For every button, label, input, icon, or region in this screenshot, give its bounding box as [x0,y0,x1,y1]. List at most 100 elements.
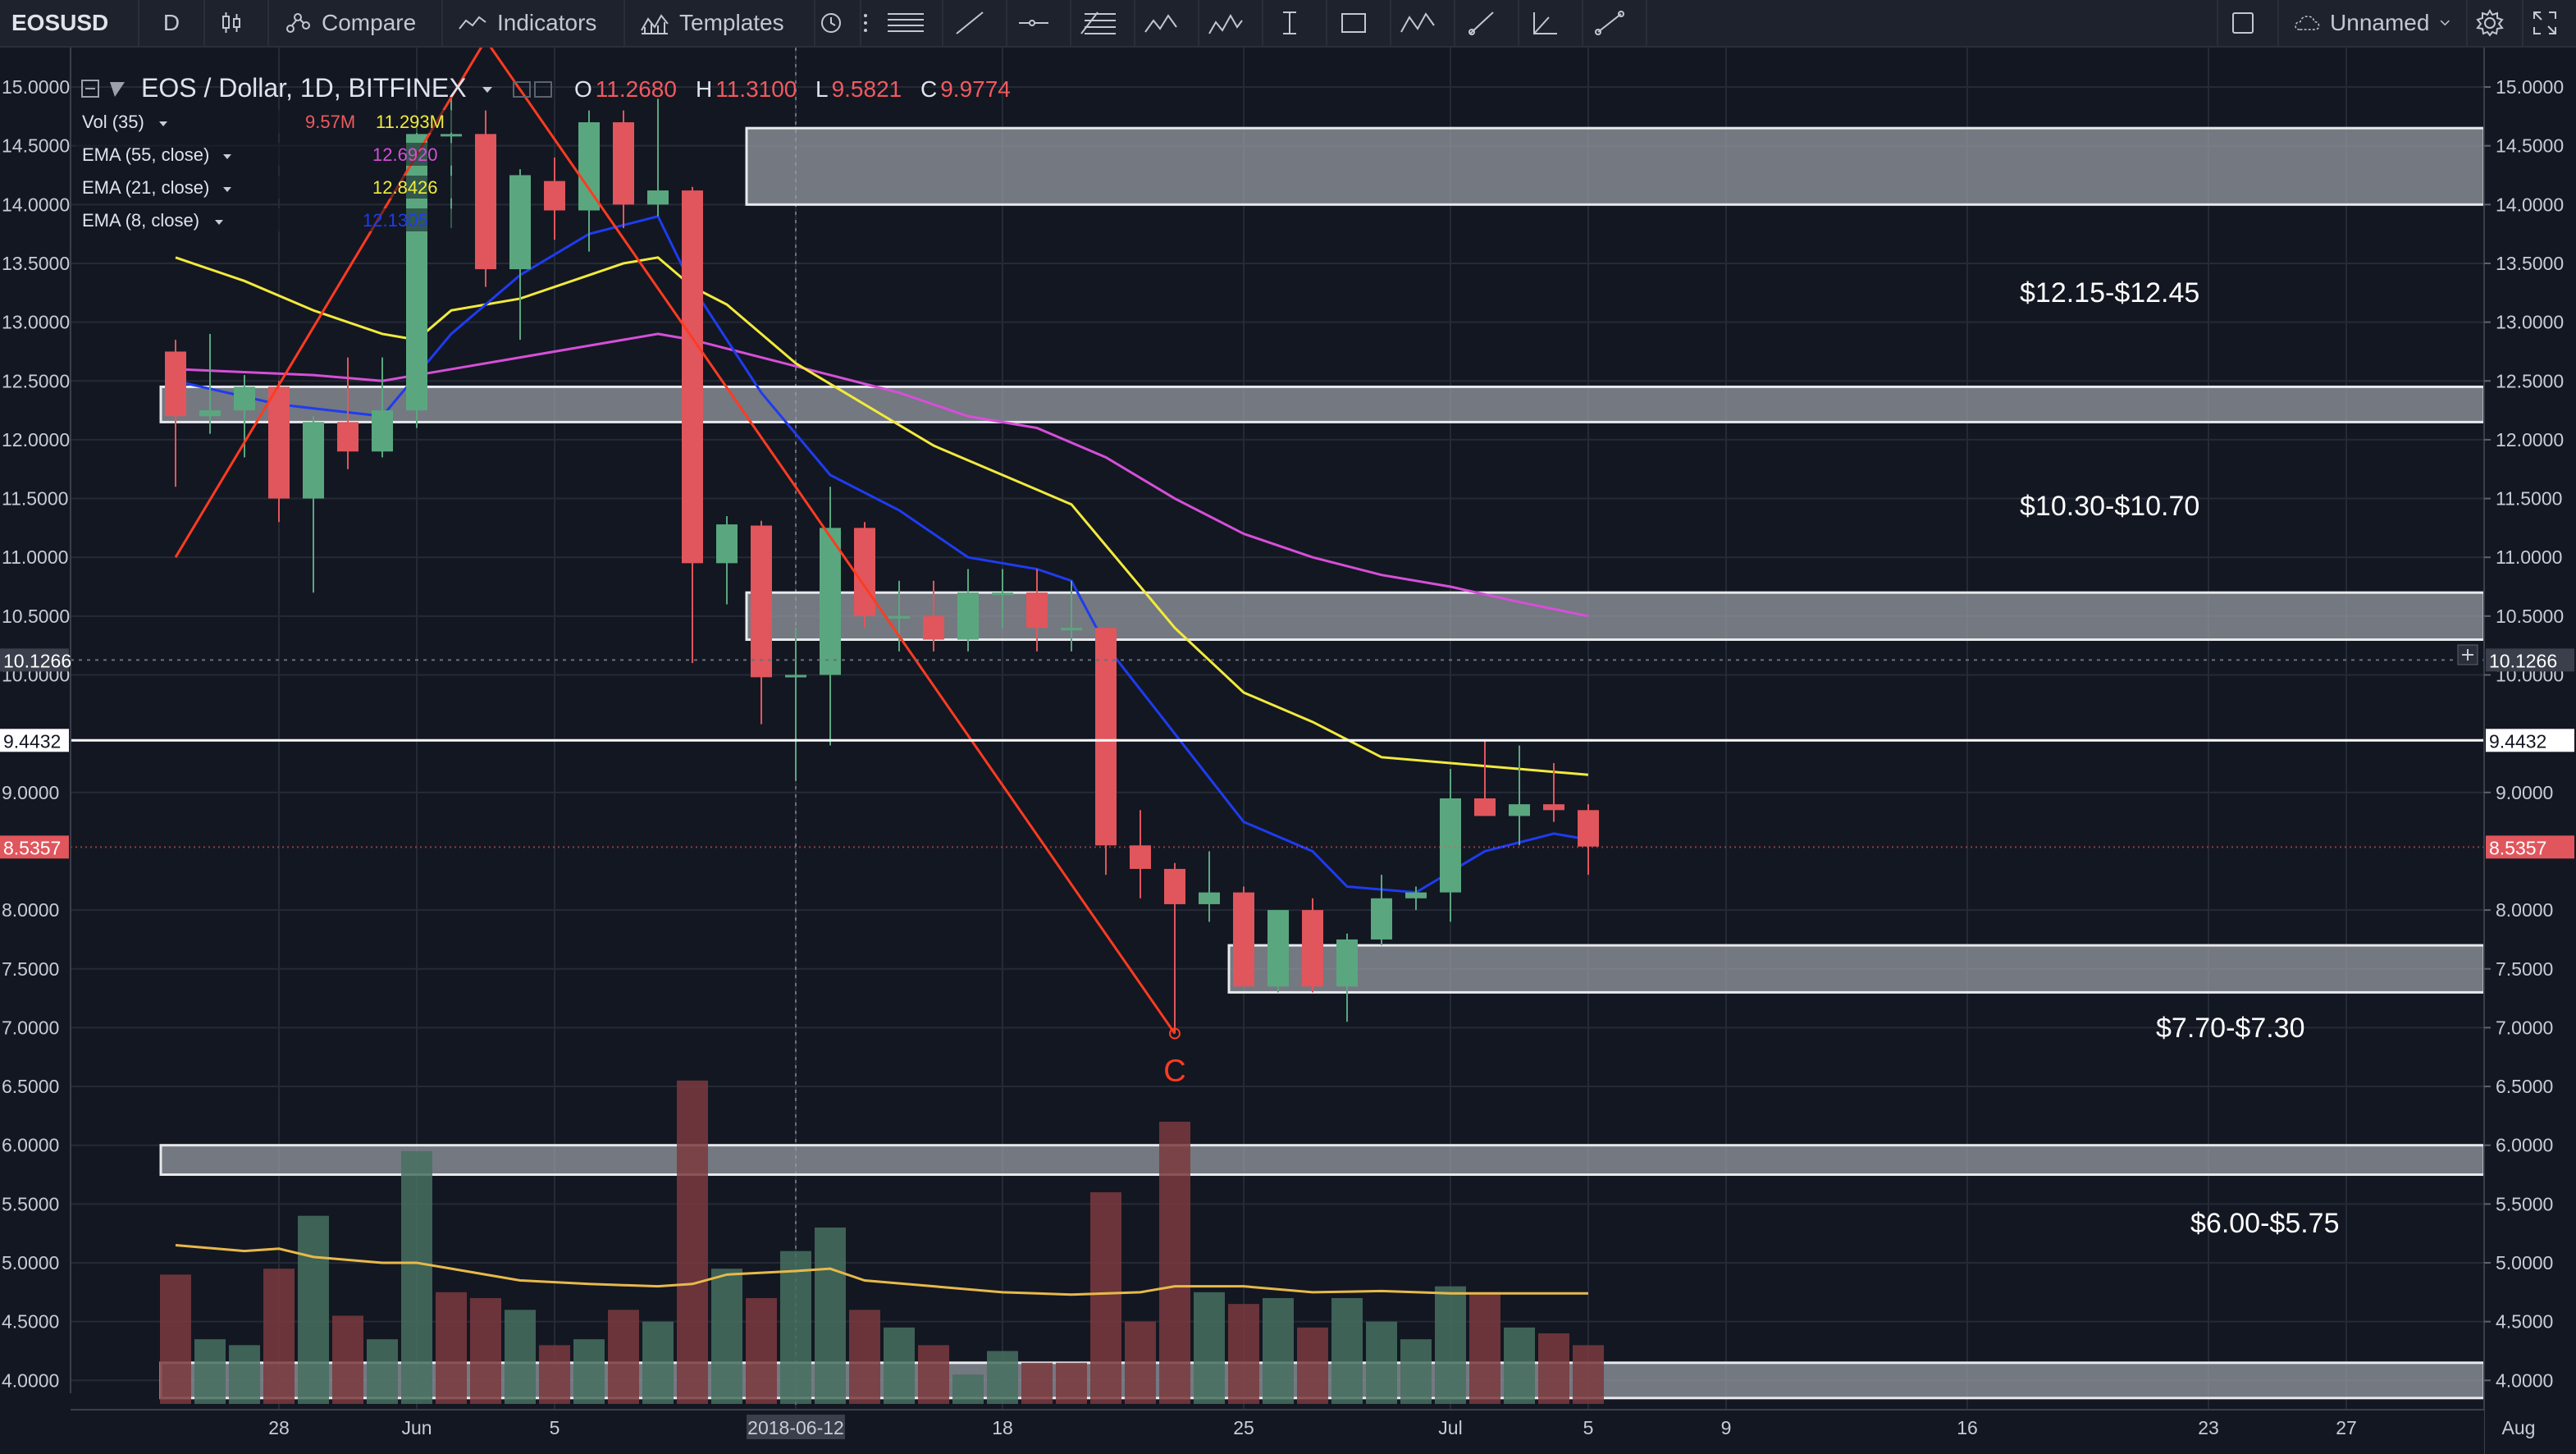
ema-lines [175,214,1589,894]
snapshot-button[interactable] [2217,0,2279,46]
volume-ma-line [175,1244,1588,1296]
volume-bar [470,1297,501,1404]
vol-legend-value: 9.57M [305,112,355,132]
ema21-legend-value: 12.8426 [372,177,438,198]
fullscreen-button[interactable] [2523,0,2576,46]
candle-up [1440,798,1461,893]
candle-down [165,351,186,417]
candle-up [509,175,531,270]
price-tag-bg [2486,648,2574,672]
left-axis-tick: 12.0000 [2,429,70,450]
left-axis-strip [0,48,71,1393]
volume-bar [539,1345,570,1404]
alert-button[interactable] [815,0,861,46]
volume-bar [815,1228,846,1404]
symbol-search[interactable]: EOSUSD [0,0,139,46]
right-axis-tick: 13.0000 [2496,312,2564,333]
svg-text:L9.5821: L 9.5821 [815,76,902,102]
ema8-legend-chip[interactable] [75,208,453,231]
time-axis[interactable]: 28 Jun 5 2018-06-12 18 25 Jul 5 9 16 23 27 Aug [268,1415,2535,1439]
right-axis-tick: 8.0000 [2496,899,2553,921]
elliott-wave-tool[interactable] [1199,0,1263,46]
brush-tool[interactable] [1455,0,1519,46]
legend-collapse-box[interactable] [81,80,99,98]
ema55-legend-chip[interactable] [75,143,453,166]
ema55-legend-caret-icon[interactable] [223,154,231,159]
price-tag-bg [2486,729,2574,752]
volume-bar [746,1297,777,1404]
candle-up [1371,898,1392,940]
zone-rect [1227,944,2486,994]
left-axis-tick: 7.0000 [2,1017,59,1038]
long-short-tool[interactable] [1263,0,1327,46]
top-toolbar: EOSUSD D Compare Indicators Templates [0,0,2576,48]
horizontal-ray-tool[interactable] [1007,0,1071,46]
volume-bar [1366,1321,1397,1404]
legend-more-icon[interactable] [534,81,552,98]
candle-up [1061,628,1082,631]
price-chart[interactable]: C $12.15-$12.45$10.30-$10.70$7.70-$7.30$… [0,48,2576,1454]
chart-grid [71,48,2519,1410]
compare-icon [286,13,310,33]
left-axis-tick: 15.0000 [2,76,70,98]
fib-tool[interactable] [1071,0,1135,46]
candle-down [1026,592,1048,629]
settings-button[interactable] [2468,0,2523,46]
time-axis-tick: 18 [992,1417,1013,1438]
horizontal-lines-tool[interactable] [879,0,943,46]
legend-close-label: C [920,76,937,102]
left-axis-tick: 8.0000 [2,899,59,921]
volume-bar [952,1374,984,1404]
volume-bar [1504,1327,1535,1404]
left-price-axis[interactable]: 15.0000 14.5000 14.0000 13.5000 13.0000 12.50… [2,76,70,1391]
right-price-axis[interactable]: 15.0000 14.5000 14.0000 13.5000 13.0000 12.50… [2484,76,2564,1391]
volume-bar [1159,1122,1190,1404]
rectangle-tool[interactable] [1327,0,1391,46]
candle-down [613,121,634,205]
pattern-tool[interactable] [1135,0,1199,46]
time-axis-tick: 27 [2336,1417,2357,1438]
zoom-tool[interactable] [1583,0,1647,46]
chart-type-button[interactable] [205,0,269,46]
legend-settings-icon[interactable] [513,81,531,98]
candle-down [337,422,359,452]
svg-text:H11.3100: H 11.3100 [696,76,797,102]
compare-label: Compare [322,10,417,35]
candle-up [1405,892,1427,898]
toolbar-drag-handle[interactable] [861,0,879,46]
volume-bar [1400,1339,1432,1404]
layout-menu[interactable]: Unnamed [2279,0,2468,46]
candle-up [199,410,221,417]
left-axis-tick: 11.0000 [2,546,68,568]
ema8-legend-caret-icon[interactable] [215,220,223,225]
abcd-tool[interactable] [1391,0,1455,46]
ema55-legend-label: EMA (55, close) [82,144,209,165]
interval-button[interactable]: D [139,0,205,46]
ema8-legend-value: 12.1305 [363,210,428,231]
indicators-button[interactable]: Indicators [443,0,625,46]
price-tag-bg [0,729,69,752]
candle-down [475,134,496,270]
rectangle-icon [1341,13,1366,33]
vol-legend-chip[interactable] [75,110,453,133]
time-axis-tick: 5 [1583,1417,1594,1438]
time-axis-tick: Aug [2502,1417,2536,1438]
zone-rect [745,591,2486,642]
right-axis-tick: 7.0000 [2496,1017,2553,1038]
candle-up [888,615,910,619]
ema21-legend-caret-icon[interactable] [223,187,231,192]
right-axis-tick: 12.5000 [2496,370,2564,391]
ema21-legend-chip[interactable] [75,176,453,199]
left-axis-tick: 13.5000 [2,253,70,274]
candle-up [716,524,738,564]
measure-tool[interactable] [1519,0,1583,46]
compare-button[interactable]: Compare [269,0,443,46]
volume-bar [849,1310,880,1404]
snapshot-icon [2232,12,2254,34]
templates-button[interactable]: Templates [625,0,815,46]
legend-title-caret-icon[interactable] [482,87,492,93]
vol-legend-caret-icon[interactable] [159,121,167,126]
horizontal-lines [71,659,2484,848]
crosshair-plus-button[interactable] [2457,644,2478,665]
trendline-tool[interactable] [943,0,1007,46]
